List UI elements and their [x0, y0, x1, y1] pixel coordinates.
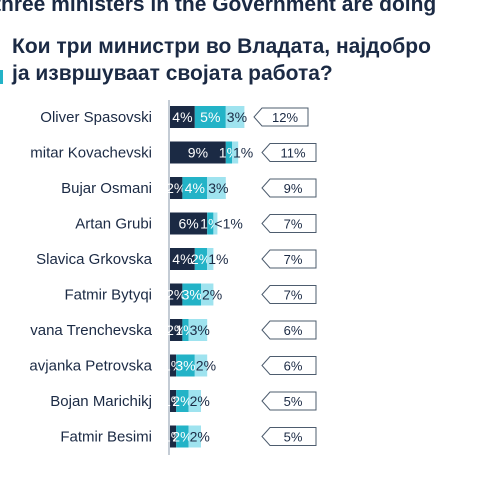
bar-segment — [188, 390, 201, 412]
segment-label: <1% — [214, 216, 242, 232]
bar-segment — [207, 248, 214, 270]
segment-label: 3% — [208, 180, 228, 196]
total-label: 7% — [284, 217, 303, 232]
segment-label: 3% — [175, 358, 195, 374]
bar-segment — [170, 106, 195, 128]
bar-segment — [176, 354, 195, 377]
segment-label: 2% — [202, 287, 222, 303]
segment-label: 3% — [182, 287, 202, 303]
bar-segment — [225, 106, 245, 128]
total-callout-box — [261, 320, 317, 340]
bar-segment — [194, 106, 226, 128]
category-label: Oliver Spasovski — [40, 109, 152, 126]
segment-label: 9% — [188, 145, 208, 161]
segment-label: 1% — [208, 251, 228, 267]
segment-label: 2% — [191, 251, 211, 267]
total-callout-box — [261, 391, 317, 411]
segment-label: 3% — [190, 322, 210, 338]
category-label: Slavica Grkovska — [36, 251, 153, 268]
category-label: mitar Kovachevski — [30, 145, 152, 162]
bar-segment — [225, 141, 232, 164]
total-label: 6% — [284, 323, 303, 338]
bar-segment — [182, 319, 189, 341]
total-callout-box — [261, 285, 317, 304]
total-callout-box — [261, 427, 317, 446]
bar-segment — [170, 177, 183, 199]
total-label: 9% — [284, 181, 303, 196]
total-label: 7% — [284, 252, 303, 267]
segment-label: 2% — [196, 358, 216, 374]
total-label: 11% — [280, 146, 305, 161]
bar-segment — [170, 248, 195, 270]
bar-segment — [188, 425, 201, 448]
bar-segment — [170, 141, 226, 164]
total-label: 5% — [284, 394, 303, 409]
bar-segment — [182, 177, 208, 199]
bar-segment — [170, 354, 177, 377]
bar-segment — [170, 425, 177, 448]
total-label: 6% — [284, 359, 303, 374]
segment-label: 3% — [227, 109, 247, 125]
category-label: Artan Grubi — [75, 216, 152, 233]
segment-label: 4% — [172, 251, 192, 267]
total-label: 12% — [272, 110, 298, 125]
title-macedonian-line-2: ја извршуваат својата работа? — [12, 62, 333, 85]
category-label: Bojan Marichikj — [50, 393, 152, 410]
segment-label: 2% — [172, 393, 192, 409]
segment-label: 2% — [166, 287, 186, 303]
bar-segment — [201, 283, 214, 306]
total-callout-box — [261, 178, 317, 198]
total-label: 7% — [284, 288, 303, 303]
segment-label: 4% — [172, 109, 192, 125]
bar-segment — [194, 354, 208, 377]
segment-label: 2% — [166, 322, 186, 338]
segment-label: 1% — [233, 145, 253, 161]
category-label: Fatmir Bytyqi — [64, 287, 152, 304]
title-macedonian: Кои три министри во Владата, најдобро ја… — [12, 33, 480, 87]
bar-segment — [232, 141, 239, 164]
total-label: 5% — [284, 430, 303, 445]
bar-segment — [188, 319, 208, 341]
total-callout-box — [261, 356, 317, 375]
category-label: avjanka Petrovska — [29, 358, 152, 375]
total-callout-box — [261, 143, 317, 162]
bar-segment — [170, 390, 177, 412]
segment-label: 2% — [190, 393, 210, 409]
accent-mark — [0, 70, 3, 84]
bar-segment — [170, 212, 208, 235]
segment-label: 2% — [172, 429, 192, 445]
total-callout-box — [261, 249, 317, 269]
bar-segment — [207, 212, 214, 235]
segment-label: 6% — [178, 216, 198, 232]
segment-label: 5% — [200, 109, 220, 125]
bar-segment — [176, 390, 189, 412]
bar-segment — [176, 425, 189, 448]
category-label: Bujar Osmani — [61, 180, 152, 197]
bar-segment — [194, 248, 208, 270]
bar-segment — [207, 177, 226, 199]
total-callout-box — [261, 214, 317, 233]
total-callout-box — [253, 107, 309, 127]
segment-label: 4% — [185, 180, 205, 196]
bar-segment — [213, 212, 218, 235]
title-macedonian-line-1: Кои три министри во Владата, најдобро — [12, 35, 431, 58]
title-english: three ministers in the Government are do… — [0, 0, 437, 16]
category-label: vana Trenchevska — [30, 322, 152, 339]
category-label: Fatmir Besimi — [60, 429, 152, 446]
segment-label: 2% — [190, 429, 210, 445]
bar-segment — [170, 319, 183, 341]
bar-segment — [182, 283, 201, 306]
segment-label: 2% — [166, 180, 186, 196]
bar-segment — [170, 283, 183, 306]
